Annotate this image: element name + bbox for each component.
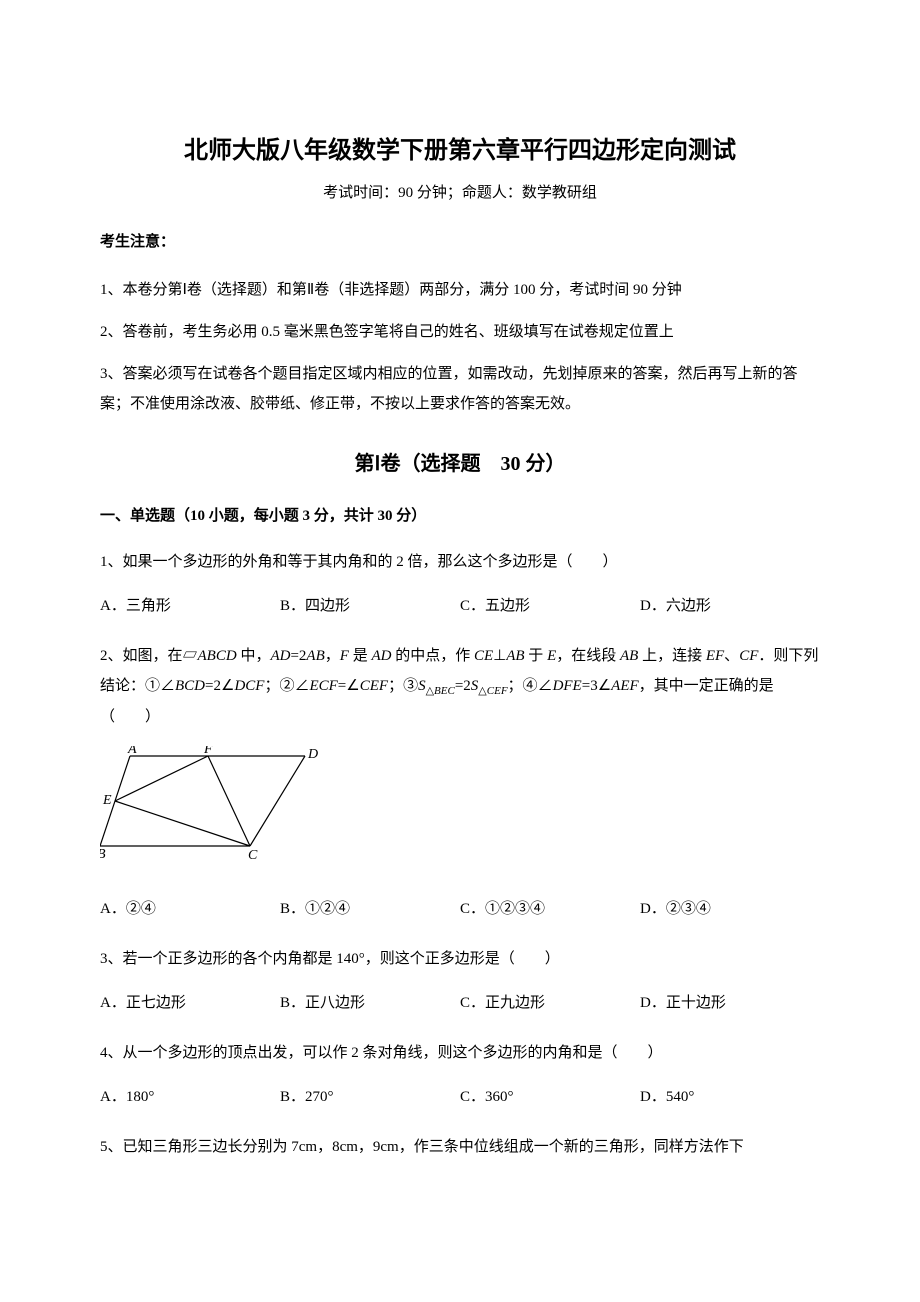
notice-item: 1、本卷分第Ⅰ卷（选择题）和第Ⅱ卷（非选择题）两部分，满分 100 分，考试时间… [100, 275, 820, 305]
geometry-figure: A F D E B C [100, 746, 820, 872]
option-d: D．②③④ [640, 894, 820, 924]
notice-item: 3、答案必须写在试卷各个题目指定区域内相应的位置，如需改动，先划掉原来的答案，然… [100, 359, 820, 419]
section-title: 第Ⅰ卷（选择题 30 分） [100, 447, 820, 476]
document-subtitle: 考试时间：90 分钟；命题人：数学教研组 [100, 181, 820, 202]
option-b: B．270° [280, 1082, 460, 1112]
option-c: C．360° [460, 1082, 640, 1112]
question-options: A．三角形 B．四边形 C．五边形 D．六边形 [100, 591, 820, 621]
question-options: A．②④ B．①②④ C．①②③④ D．②③④ [100, 894, 820, 924]
question-1: 1、如果一个多边形的外角和等于其内角和的 2 倍，那么这个多边形是（ ） A．三… [100, 547, 820, 621]
question-text: 4、从一个多边形的顶点出发，可以作 2 条对角线，则这个多边形的内角和是（ ） [100, 1038, 820, 1068]
question-text: 2、如图，在▱ABCD 中，AD=2AB，F 是 AD 的中点，作 CE⊥AB … [100, 641, 820, 732]
option-a: A．三角形 [100, 591, 280, 621]
option-a: A．②④ [100, 894, 280, 924]
document-title: 北师大版八年级数学下册第六章平行四边形定向测试 [100, 130, 820, 165]
question-options: A．正七边形 B．正八边形 C．正九边形 D．正十边形 [100, 988, 820, 1018]
svg-text:C: C [248, 848, 258, 861]
option-a: A．180° [100, 1082, 280, 1112]
question-4: 4、从一个多边形的顶点出发，可以作 2 条对角线，则这个多边形的内角和是（ ） … [100, 1038, 820, 1112]
option-b: B．正八边形 [280, 988, 460, 1018]
option-d: D．六边形 [640, 591, 820, 621]
notice-header: 考生注意： [100, 230, 820, 251]
option-d: D．540° [640, 1082, 820, 1112]
question-2: 2、如图，在▱ABCD 中，AD=2AB，F 是 AD 的中点，作 CE⊥AB … [100, 641, 820, 924]
svg-text:D: D [307, 747, 318, 762]
svg-text:E: E [102, 793, 112, 808]
svg-text:A: A [127, 746, 137, 757]
question-text: 3、若一个正多边形的各个内角都是 140°，则这个正多边形是（ ） [100, 944, 820, 974]
notice-item: 2、答卷前，考生务必用 0.5 毫米黑色签字笔将自己的姓名、班级填写在试卷规定位… [100, 317, 820, 347]
option-b: B．四边形 [280, 591, 460, 621]
question-text: 1、如果一个多边形的外角和等于其内角和的 2 倍，那么这个多边形是（ ） [100, 547, 820, 577]
question-text: 5、已知三角形三边长分别为 7cm，8cm，9cm，作三条中位线组成一个新的三角… [100, 1132, 820, 1162]
question-5: 5、已知三角形三边长分别为 7cm，8cm，9cm，作三条中位线组成一个新的三角… [100, 1132, 820, 1162]
subsection-header: 一、单选题（10 小题，每小题 3 分，共计 30 分） [100, 504, 820, 525]
question-3: 3、若一个正多边形的各个内角都是 140°，则这个正多边形是（ ） A．正七边形… [100, 944, 820, 1018]
option-a: A．正七边形 [100, 988, 280, 1018]
option-c: C．①②③④ [460, 894, 640, 924]
option-b: B．①②④ [280, 894, 460, 924]
option-c: C．五边形 [460, 591, 640, 621]
option-d: D．正十边形 [640, 988, 820, 1018]
option-c: C．正九边形 [460, 988, 640, 1018]
svg-text:B: B [100, 847, 106, 861]
question-options: A．180° B．270° C．360° D．540° [100, 1082, 820, 1112]
svg-text:F: F [203, 746, 213, 757]
